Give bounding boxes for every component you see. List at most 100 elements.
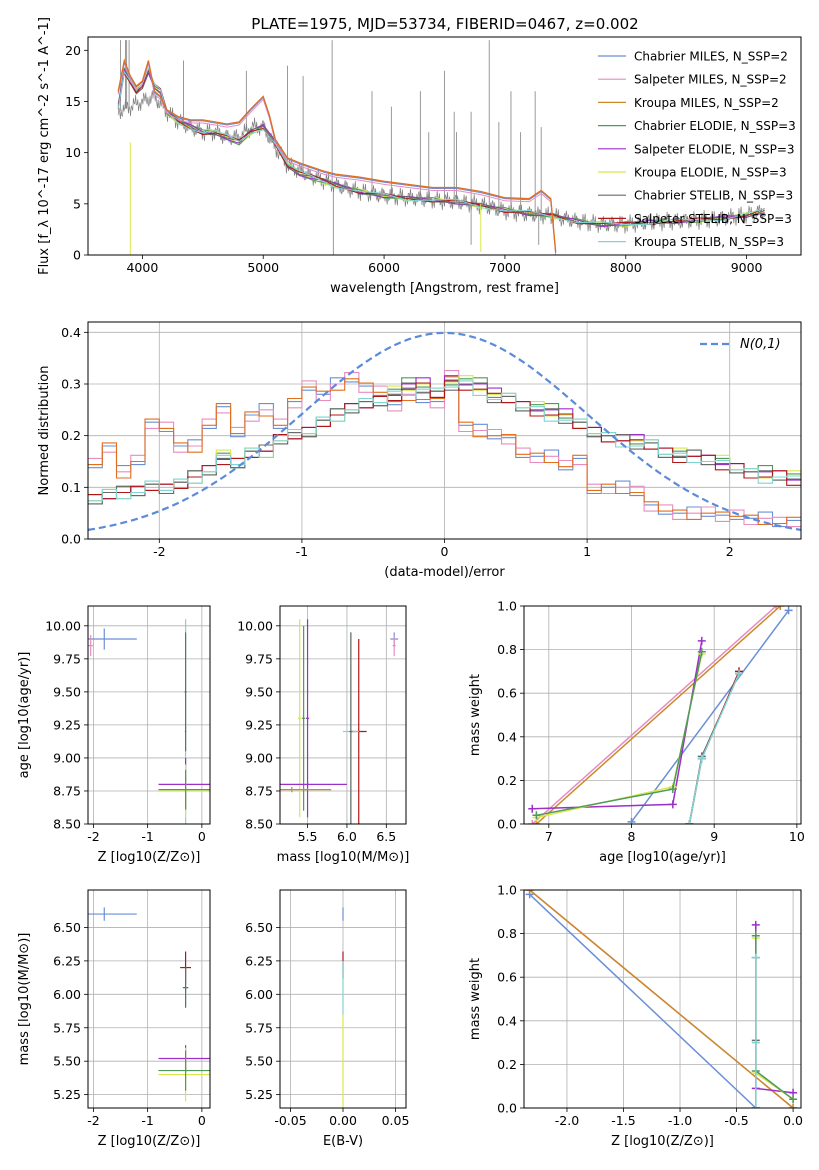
plot-area [117, 40, 765, 255]
axes-frame [87, 321, 802, 540]
y-tick-label: 0.0 [61, 532, 81, 547]
errorbar-point [158, 1050, 210, 1091]
y-axis-label: mass weight [468, 674, 483, 756]
x-axis-label: Z [log10(Z/Z⊙)] [611, 1134, 714, 1149]
axes-frame [279, 605, 407, 825]
weight-marker [525, 890, 534, 894]
x-tick-label: 10 [789, 829, 805, 844]
y-tick-label: 8.75 [53, 783, 81, 798]
x-tick-label: 0.05 [382, 1113, 410, 1128]
x-tick-label: -2 [153, 544, 165, 559]
y-tick-label: 0.2 [497, 773, 517, 788]
weight-marker [751, 953, 760, 962]
y-tick-label: 9.25 [245, 717, 273, 732]
legend: Chabrier MILES, N_SSP=2 Salpeter MILES, N… [598, 50, 796, 249]
plot-area [525, 890, 798, 1108]
x-tick-label: -1.5 [611, 1113, 635, 1128]
x-axis-label: Z [log10(Z/Z⊙)] [98, 1134, 201, 1149]
weight-marker [751, 920, 760, 929]
x-axis-label: mass [log10(M/M⊙)] [277, 850, 410, 865]
y-tick-label: 9.00 [53, 750, 81, 765]
y-tick-label: 0.0 [497, 817, 517, 832]
x-axis-label: (data-model)/error [384, 565, 505, 580]
x-axis-label: E(B-V) [323, 1134, 363, 1149]
plot-background [88, 890, 210, 1108]
legend-label: Salpeter MILES, N_SSP=2 [634, 73, 787, 87]
weight-marker [697, 636, 706, 645]
weight-marker [532, 811, 541, 820]
y-tick-label: 5.50 [245, 1054, 273, 1069]
weight-marker [685, 820, 694, 824]
legend-label: Chabrier STELIB, N_SSP=3 [634, 189, 793, 203]
x-tick-label: -0.05 [274, 1113, 306, 1128]
mass-weight-vs-Z-plot: -2.0 -1.5 -1.0 -0.5 0.0 0.0 0.2 0.4 0.6 0.8 1.0 Z [… [468, 883, 803, 1150]
x-tick-label: 0 [198, 1113, 206, 1128]
x-axis-label: Z [log10(Z/Z⊙)] [98, 850, 201, 865]
y-tick-label: 1.0 [497, 883, 517, 898]
axes-frame [279, 889, 407, 1109]
x-tick-label: 0 [198, 829, 206, 844]
y-tick-label: 15 [65, 94, 81, 109]
x-tick-label: 0 [441, 544, 449, 559]
grid [524, 605, 801, 825]
weight-marker [668, 785, 677, 794]
weight-marker [776, 606, 785, 610]
y-tick-label: 6.50 [245, 920, 273, 935]
y-tick-label: 0.1 [61, 480, 81, 495]
plot-area [528, 606, 793, 824]
x-tick-label: -1.0 [668, 1113, 692, 1128]
errorbar-point [349, 632, 353, 824]
axes-frame [523, 605, 802, 825]
y-tick-label: 5.50 [53, 1054, 81, 1069]
y-tick-label: 6.00 [245, 987, 273, 1002]
weight-line [531, 606, 777, 824]
x-tick-label: 7 [545, 829, 553, 844]
weight-marker [627, 817, 636, 824]
y-tick-label: 20 [65, 43, 81, 58]
y-tick-label: 1.0 [497, 599, 517, 614]
histogram-step-stelib [88, 380, 801, 500]
y-tick-label: 6.50 [53, 920, 81, 935]
spectrum-plot: 4000 5000 6000 7000 8000 9000 0 5 10 15 20 waveleng… [37, 17, 802, 296]
x-tick-label: 0.0 [783, 1113, 803, 1128]
legend-label: Kroupa MILES, N_SSP=2 [634, 96, 779, 110]
y-tick-label: 9.25 [53, 717, 81, 732]
weight-marker [697, 754, 706, 763]
legend: N(0,1) [700, 337, 781, 352]
y-tick-label: 0.2 [497, 1057, 517, 1072]
y-tick-label: 0.6 [497, 970, 517, 985]
mass-vs-EBV-plot: -0.05 0.00 0.05 5.25 5.50 5.75 6.00 6.25 6.50 E(B… [245, 889, 410, 1149]
model-line-salpeter-elodie [117, 68, 765, 228]
legend-label: Chabrier MILES, N_SSP=2 [634, 50, 788, 64]
plot-area [88, 907, 210, 1102]
plot-background [524, 606, 801, 824]
x-tick-label: 9000 [731, 260, 763, 275]
axes-frame [523, 889, 802, 1109]
errorbar-point [182, 967, 189, 1008]
y-tick-label: 9.50 [245, 684, 273, 699]
x-tick-label: 0.00 [329, 1113, 357, 1128]
weight-marker [784, 606, 793, 615]
y-tick-label: 6.00 [53, 987, 81, 1002]
grid [88, 890, 210, 1108]
x-tick-label: 8 [628, 829, 636, 844]
y-tick-label: 5.25 [245, 1087, 273, 1102]
residuals-plot: -2 -1 0 1 2 0.0 0.1 0.2 0.3 0.4 (data-model)/error… [37, 321, 802, 580]
model-line-kroupa-stelib [117, 66, 765, 226]
x-tick-label: 6000 [368, 260, 400, 275]
y-tick-label: 5.75 [53, 1020, 81, 1035]
y-tick-label: 0.0 [497, 1101, 517, 1116]
x-tick-label: 6.0 [337, 829, 357, 844]
y-tick-label: 9.75 [53, 651, 81, 666]
legend-label: N(0,1) [740, 337, 781, 352]
y-axis-label: Normed distribution [37, 366, 52, 496]
y-tick-label: 0.8 [497, 642, 517, 657]
axes-frame [87, 889, 211, 1109]
legend-label: Salpeter STELIB, N_SSP=3 [634, 212, 792, 226]
errorbar-point [280, 781, 347, 788]
y-tick-label: 0.8 [497, 926, 517, 941]
errorbar-point [88, 635, 94, 657]
x-tick-label: 5.5 [298, 829, 318, 844]
axes-frame [87, 605, 211, 825]
y-axis-label: mass weight [468, 958, 483, 1040]
